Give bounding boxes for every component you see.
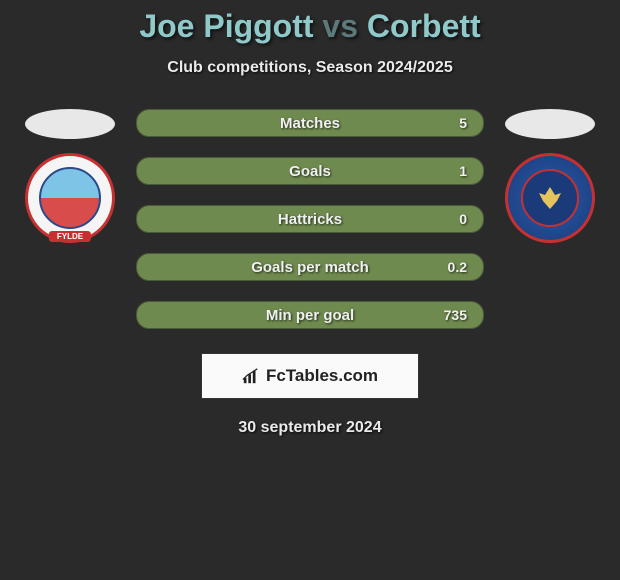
comparison-title: Joe Piggott vs Corbett — [0, 8, 620, 45]
stat-right-value: 0.2 — [437, 259, 467, 275]
right-player-col — [500, 109, 600, 243]
stat-bar-goals-per-match: Goals per match 0.2 — [136, 253, 484, 281]
brand-text: FcTables.com — [266, 366, 378, 386]
season-subtitle: Club competitions, Season 2024/2025 — [0, 59, 620, 77]
vs-label: vs — [322, 8, 358, 44]
stat-bar-min-per-goal: Min per goal 735 — [136, 301, 484, 329]
stat-label: Hattricks — [278, 211, 342, 228]
player1-name: Joe Piggott — [139, 8, 313, 44]
phoenix-icon — [535, 183, 565, 213]
player2-club-badge — [505, 153, 595, 243]
club1-ribbon: FYLDE — [49, 231, 91, 242]
stat-right-value: 735 — [437, 307, 467, 323]
player1-club-badge: FYLDE — [25, 153, 115, 243]
stat-label: Matches — [280, 115, 340, 132]
stat-bar-goals: Goals 1 — [136, 157, 484, 185]
player2-head-icon — [505, 109, 595, 139]
stat-right-value: 1 — [437, 163, 467, 179]
stat-right-value: 5 — [437, 115, 467, 131]
stats-column: Matches 5 Goals 1 Hattricks 0 Goals per … — [136, 109, 484, 329]
comparison-row: FYLDE Matches 5 Goals 1 Hattricks 0 Goal… — [0, 109, 620, 329]
chart-icon — [242, 367, 260, 385]
left-player-col: FYLDE — [20, 109, 120, 243]
stat-label: Goals per match — [251, 259, 369, 276]
date-line: 30 september 2024 — [0, 419, 620, 437]
stat-label: Goals — [289, 163, 331, 180]
stat-bar-matches: Matches 5 — [136, 109, 484, 137]
stat-label: Min per goal — [266, 307, 354, 324]
stat-right-value: 0 — [437, 211, 467, 227]
brand-box: FcTables.com — [201, 353, 419, 399]
player2-name: Corbett — [367, 8, 481, 44]
stat-bar-hattricks: Hattricks 0 — [136, 205, 484, 233]
player1-head-icon — [25, 109, 115, 139]
